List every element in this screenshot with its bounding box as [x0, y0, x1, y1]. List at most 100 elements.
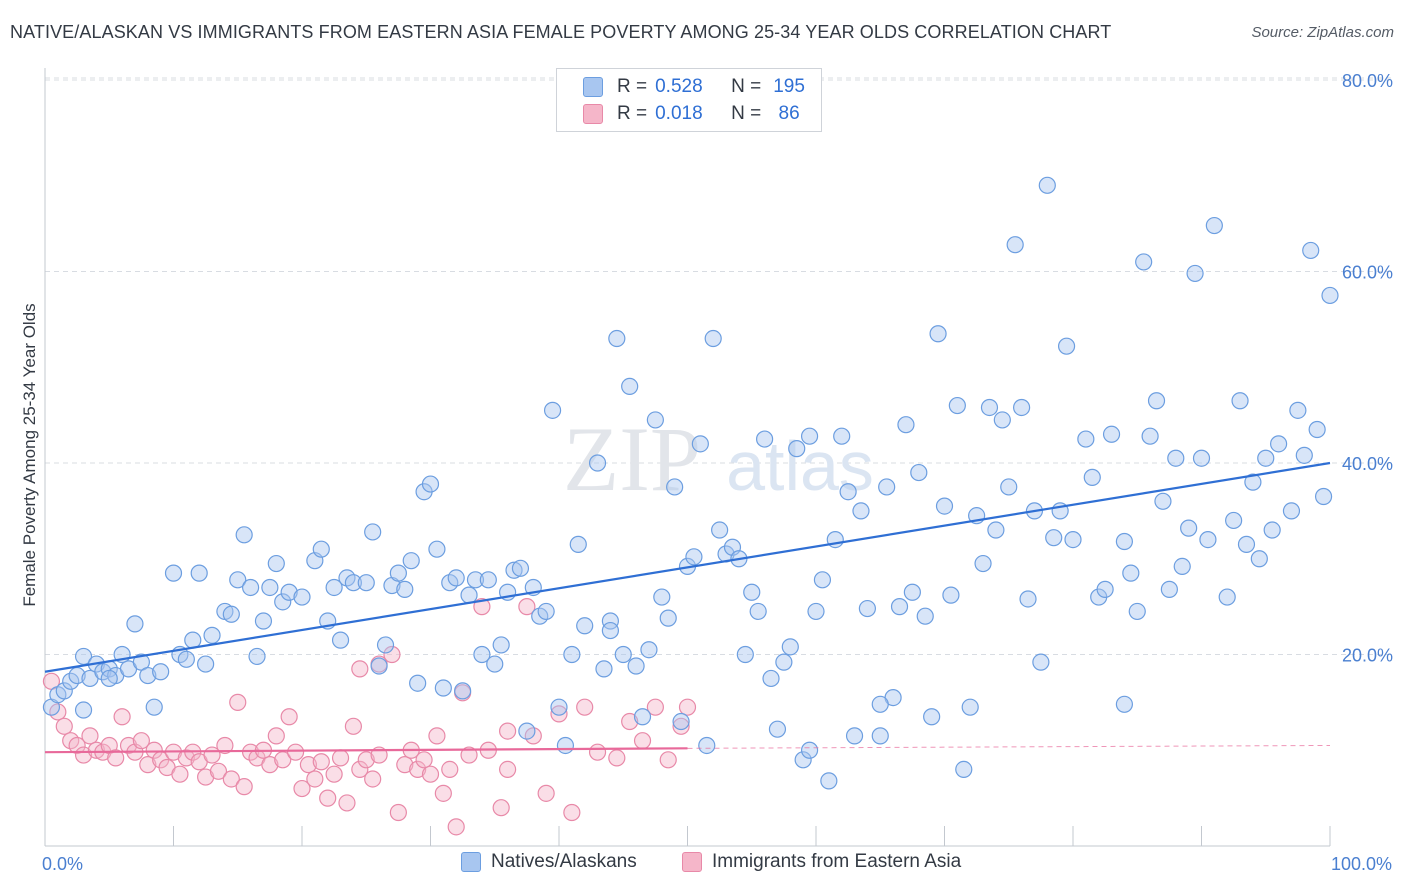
data-point-natives [646, 411, 664, 429]
data-point-natives [923, 708, 941, 726]
x-tick-label-min: 0.0% [42, 854, 83, 874]
data-point-immigrants [351, 660, 369, 678]
data-point-natives [74, 701, 93, 719]
data-point-natives [640, 641, 658, 659]
data-point-natives [743, 583, 761, 601]
bottom-legend: Natives/Alaskans Immigrants from Eastern… [0, 851, 1406, 877]
data-point-immigrants [119, 736, 138, 755]
data-point-immigrants [242, 743, 260, 761]
legend-swatch-blue [583, 77, 603, 97]
data-point-immigrants [576, 698, 594, 716]
data-point-immigrants [678, 698, 697, 716]
data-point-natives [473, 645, 491, 664]
data-point-immigrants [216, 736, 234, 755]
data-point-natives [627, 657, 645, 675]
data-point-natives [1295, 446, 1313, 464]
data-point-immigrants [331, 749, 350, 767]
data-point-immigrants [428, 727, 446, 745]
data-point-natives [788, 440, 806, 458]
x-tick-label-max: 100.0% [1331, 854, 1392, 874]
data-point-natives [396, 580, 414, 598]
bottom-legend-label-immigrants: Immigrants from Eastern Asia [712, 851, 962, 872]
data-point-natives [364, 523, 382, 541]
legend-row-natives: R = 0.528 N = 195 [583, 76, 805, 98]
data-point-immigrants [344, 717, 362, 735]
data-point-natives [974, 554, 992, 573]
data-point-natives [1102, 425, 1121, 443]
data-point-immigrants [55, 717, 73, 735]
data-point-immigrants [325, 765, 343, 783]
legend-r-label: R = [617, 103, 648, 124]
data-point-natives [852, 502, 870, 520]
data-point-natives [948, 396, 966, 415]
data-point-natives [1173, 557, 1191, 576]
data-point-immigrants [383, 645, 401, 664]
data-point-natives [576, 617, 594, 635]
data-point-natives [775, 653, 793, 671]
data-point-natives [1218, 588, 1236, 606]
data-point-immigrants [177, 749, 195, 767]
data-point-immigrants [499, 722, 517, 740]
data-point-natives [955, 760, 973, 779]
data-point-natives [486, 655, 504, 673]
data-point-immigrants [68, 736, 86, 755]
data-point-natives [1141, 427, 1159, 445]
data-point-natives [608, 329, 626, 348]
data-point-immigrants [415, 751, 433, 769]
data-point-natives [197, 655, 215, 673]
data-point-natives [492, 636, 510, 654]
data-point-natives [229, 571, 247, 589]
data-point-natives [987, 521, 1005, 539]
data-point-natives [511, 559, 530, 577]
data-point-natives [621, 377, 639, 395]
data-point-immigrants [235, 778, 253, 796]
data-point-natives [1231, 392, 1249, 410]
data-point-natives [794, 751, 812, 769]
data-point-natives [409, 674, 427, 692]
data-point-natives [1115, 532, 1134, 551]
data-point-immigrants [145, 741, 163, 759]
data-point-natives [1122, 564, 1140, 582]
data-point-immigrants [293, 779, 311, 798]
data-point-immigrants [409, 760, 427, 779]
watermark: ZIP atlas [563, 408, 874, 510]
bottom-legend-swatch-blue [461, 852, 481, 872]
data-point-immigrants [492, 799, 510, 817]
data-point-natives [736, 645, 754, 664]
data-point-natives [890, 598, 909, 616]
data-point-natives [1269, 435, 1288, 453]
data-point-natives [781, 638, 799, 656]
series-natives-alaskans [42, 176, 1339, 790]
y-tick-label: 20.0% [1342, 646, 1393, 666]
data-point-immigrants [267, 727, 285, 745]
data-point-natives [402, 552, 420, 570]
data-point-natives [563, 645, 581, 664]
data-point-natives [280, 583, 298, 601]
data-point-natives [833, 427, 851, 445]
trend-lines [44, 461, 1331, 754]
data-point-immigrants [441, 760, 459, 779]
data-point-immigrants [659, 751, 677, 769]
data-point-natives [871, 727, 889, 745]
data-point-natives [839, 483, 857, 501]
data-point-natives [1077, 430, 1095, 448]
data-point-natives [588, 454, 607, 472]
y-tick-label: 60.0% [1342, 263, 1393, 283]
data-point-natives [614, 645, 632, 664]
data-point-natives [164, 564, 183, 582]
data-point-natives [1186, 264, 1204, 283]
axes [44, 68, 1331, 847]
data-point-natives [139, 666, 157, 685]
data-point-natives [248, 647, 266, 666]
legend-r-value: 0.528 [655, 76, 703, 97]
data-point-immigrants [421, 765, 440, 783]
data-point-natives [1135, 253, 1153, 271]
data-point-immigrants [261, 756, 279, 774]
data-point-natives [903, 583, 921, 601]
data-point-natives [1205, 216, 1223, 235]
data-point-immigrants [139, 756, 157, 774]
data-point-natives [961, 698, 979, 716]
data-point-natives [126, 615, 144, 633]
source-label: Source: ZipAtlas.com [1251, 24, 1394, 41]
data-point-immigrants [306, 770, 324, 788]
